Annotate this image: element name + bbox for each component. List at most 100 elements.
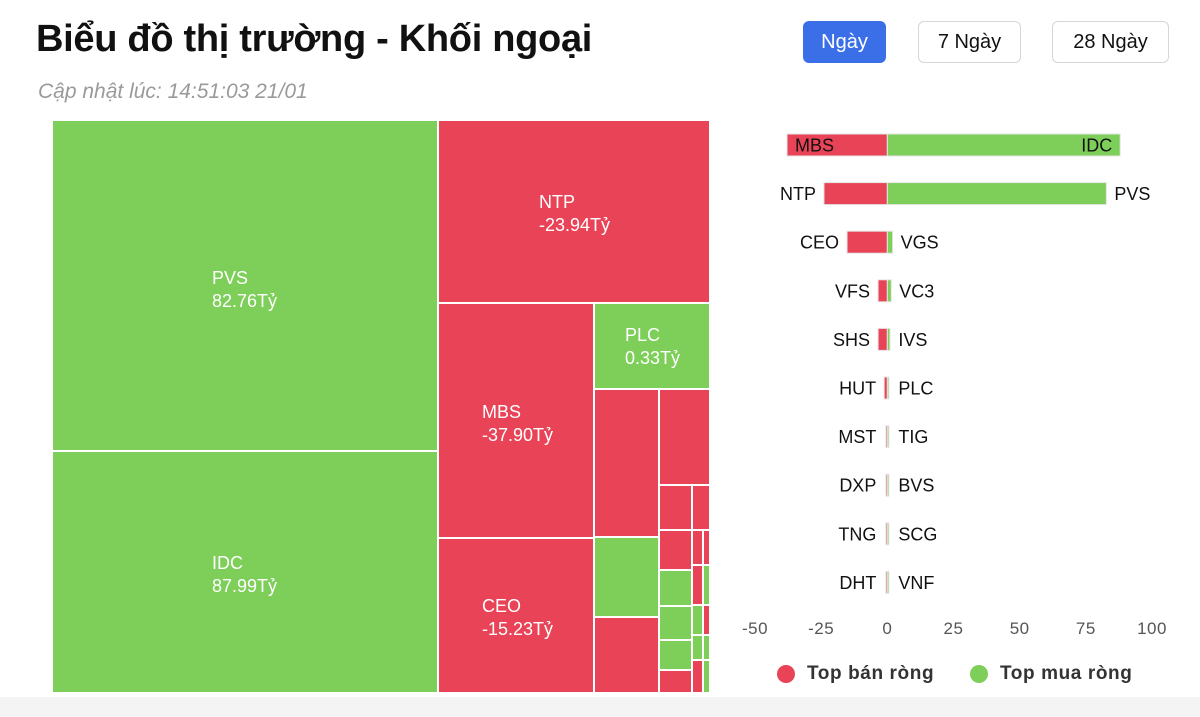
tile-ticker: CEO — [482, 596, 522, 616]
treemap-tile-small[interactable] — [692, 605, 703, 635]
buy-ticker-label: VC3 — [899, 281, 934, 301]
x-tick-label: 50 — [1010, 619, 1030, 638]
bar-row: CEO VGS — [800, 230, 939, 254]
tile-value: -15.23Tỷ — [482, 619, 554, 639]
tile-ticker: PLC — [625, 325, 661, 345]
buy-bar[interactable] — [886, 182, 1107, 206]
treemap-tile-small[interactable] — [594, 389, 659, 537]
sell-ticker-label: DHT — [839, 573, 876, 593]
treemap-tile-small[interactable] — [594, 617, 659, 693]
sell-ticker-label: CEO — [800, 233, 839, 253]
tile-ticker: PVS — [212, 268, 249, 288]
buy-ticker-label: VGS — [901, 233, 939, 253]
buy-ticker-label: VNF — [898, 573, 934, 593]
buy-bar[interactable] — [886, 473, 890, 497]
sell-bar[interactable] — [823, 182, 888, 206]
treemap-tile-small[interactable] — [659, 606, 692, 640]
bar-row: VFS VC3 — [835, 279, 934, 303]
legend-buy-label: Top mua ròng — [1000, 663, 1133, 684]
tile-value: -37.90Tỷ — [482, 425, 554, 445]
buy-ticker-label: BVS — [898, 476, 934, 496]
period-button-28-days[interactable]: 28 Ngày — [1052, 21, 1169, 63]
tile-ticker: MBS — [482, 402, 522, 422]
buy-bar[interactable] — [886, 133, 1121, 157]
bar-row: SHS IVS — [833, 327, 927, 351]
tile-value: 87.99Tỷ — [212, 576, 278, 596]
tile-ticker: NTP — [539, 192, 575, 212]
treemap-tile-ntp[interactable]: NTP -23.94Tỷ — [438, 120, 710, 303]
treemap-tile-plc[interactable]: PLC 0.33Tỷ — [594, 303, 710, 389]
treemap-tile-small[interactable] — [659, 670, 692, 693]
buy-bar[interactable] — [886, 522, 890, 546]
buy-bar[interactable] — [886, 376, 890, 400]
treemap-tile-pvs[interactable]: PVS 82.76Tỷ — [52, 120, 438, 451]
treemap-tile-small[interactable] — [659, 530, 692, 570]
x-tick-label: 0 — [882, 619, 892, 638]
treemap-tile-mbs[interactable]: MBS -37.90Tỷ — [438, 303, 594, 538]
bar-row: TNG SCG — [838, 522, 937, 546]
sell-bar[interactable] — [877, 327, 888, 351]
treemap-tile-small[interactable] — [594, 537, 659, 617]
x-tick-label: 75 — [1076, 619, 1096, 638]
treemap-tile-small[interactable] — [703, 635, 710, 660]
treemap-tile-small[interactable] — [659, 485, 692, 530]
legend-buy[interactable]: Top mua ròng — [970, 663, 1132, 685]
treemap-tile-small[interactable] — [692, 565, 703, 605]
treemap-tile-small[interactable] — [692, 635, 703, 660]
buy-ticker-label: PLC — [898, 379, 933, 399]
sell-dot-icon — [777, 665, 795, 683]
sell-ticker-label: SHS — [833, 330, 870, 350]
sell-ticker-label: VFS — [835, 281, 870, 301]
sell-ticker-label: DXP — [839, 476, 876, 496]
period-button-7-days[interactable]: 7 Ngày — [918, 21, 1021, 63]
bar-row: MBS IDC — [786, 133, 1121, 157]
buy-bar[interactable] — [886, 279, 892, 303]
x-tick-label: -50 — [742, 619, 768, 638]
bar-row: DHT VNF — [839, 570, 934, 594]
treemap-tile-small[interactable] — [703, 660, 710, 693]
x-tick-label: 25 — [944, 619, 964, 638]
bar-row: MST TIG — [838, 425, 928, 449]
bar-row: NTP PVS — [780, 182, 1150, 206]
buy-bar[interactable] — [886, 327, 891, 351]
sell-ticker-label: TNG — [838, 524, 876, 544]
buy-bar[interactable] — [886, 230, 894, 254]
buy-ticker-label: IVS — [898, 330, 927, 350]
page-title: Biểu đồ thị trường - Khối ngoại — [36, 18, 593, 60]
tile-value: -23.94Tỷ — [539, 215, 611, 235]
treemap-tile-small[interactable] — [659, 389, 710, 485]
x-tick-label: -25 — [808, 619, 834, 638]
bottom-strip — [0, 697, 1200, 717]
bar-row: DXP BVS — [839, 473, 934, 497]
treemap-tile-small[interactable] — [692, 530, 703, 565]
bar-row: HUT PLC — [839, 376, 933, 400]
treemap-tile-small[interactable] — [703, 530, 710, 565]
legend-sell[interactable]: Top bán ròng — [777, 663, 934, 685]
tile-value: 82.76Tỷ — [212, 291, 278, 311]
buy-ticker-label: PVS — [1114, 184, 1150, 204]
buy-bar[interactable] — [886, 570, 890, 594]
x-tick-label: 100 — [1137, 619, 1167, 638]
sell-ticker-label: NTP — [780, 184, 816, 204]
treemap-chart: PVS 82.76Tỷ IDC 87.99Tỷ NTP -23.94Tỷ MBS… — [52, 120, 710, 693]
treemap-tile-small[interactable] — [703, 565, 710, 605]
buy-ticker-label: IDC — [1081, 136, 1112, 156]
sell-ticker-label: MST — [838, 427, 876, 447]
treemap-tile-small[interactable] — [692, 660, 703, 693]
buy-bar[interactable] — [886, 425, 890, 449]
sell-ticker-label: MBS — [795, 136, 834, 156]
sell-bar[interactable] — [846, 230, 888, 254]
sell-ticker-label: HUT — [839, 379, 876, 399]
legend-sell-label: Top bán ròng — [807, 663, 935, 684]
treemap-tile-small[interactable] — [692, 485, 710, 530]
buy-ticker-label: SCG — [898, 524, 937, 544]
sell-bar[interactable] — [877, 279, 888, 303]
treemap-tile-small[interactable] — [659, 570, 692, 606]
treemap-tile-ceo[interactable]: CEO -15.23Tỷ — [438, 538, 594, 693]
period-button-day[interactable]: Ngày — [803, 21, 886, 63]
treemap-tile-small[interactable] — [703, 605, 710, 635]
tile-value: 0.33Tỷ — [625, 348, 681, 368]
treemap-tile-small[interactable] — [659, 640, 692, 670]
treemap-tile-idc[interactable]: IDC 87.99Tỷ — [52, 451, 438, 693]
diverging-bar-chart: MBS IDC NTP PVS CEO VGS VFS VC3 SHS IVS HUT PLC MST T… — [742, 133, 1167, 638]
